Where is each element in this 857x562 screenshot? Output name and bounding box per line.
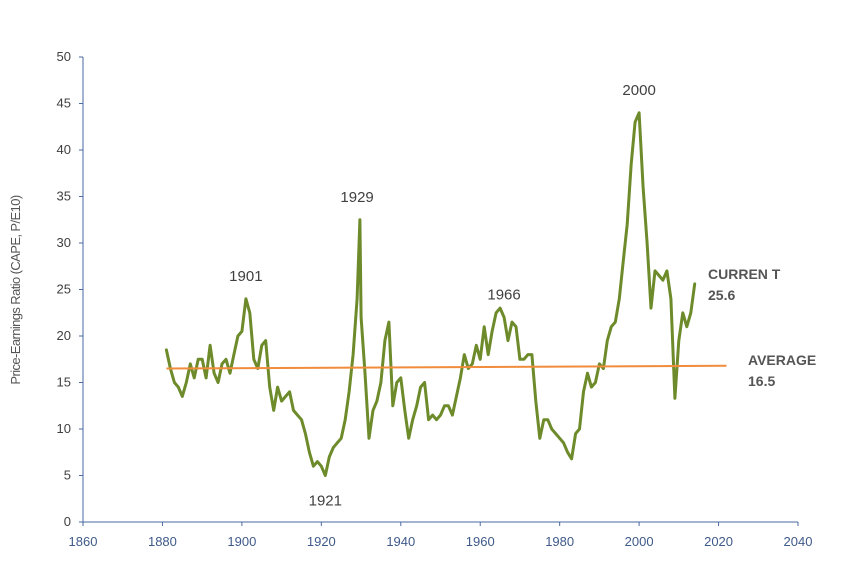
x-tick-label: 1940: [386, 534, 415, 549]
y-tick-label: 15: [57, 375, 71, 390]
annotation-1901: 1901: [229, 268, 262, 285]
y-tick-label: 25: [57, 282, 71, 297]
y-tick-label: 20: [57, 328, 71, 343]
y-tick-label: 50: [57, 49, 71, 64]
x-tick-label: 1960: [466, 534, 495, 549]
average-value: 16.5: [748, 373, 775, 389]
annotation-2000: 2000: [622, 82, 655, 99]
current-label: CURREN T: [708, 266, 781, 282]
y-axis-label: Price-Earnings Ratio (CAPE, P/E10): [8, 195, 23, 384]
annotation-1966: 1966: [487, 286, 520, 303]
x-tick-label: 1860: [69, 534, 98, 549]
y-tick-label: 0: [64, 514, 71, 529]
y-tick-label: 40: [57, 142, 71, 157]
y-ticks: 0 5 10 15 20 25 30 35 40 45 50: [57, 49, 83, 529]
y-tick-label: 35: [57, 189, 71, 204]
annotation-1921: 1921: [309, 493, 342, 510]
x-tick-label: 1900: [227, 534, 256, 549]
x-tick-label: 1980: [545, 534, 574, 549]
x-tick-label: 2000: [625, 534, 654, 549]
average-label: AVERAGE: [748, 352, 816, 368]
current-value: 25.6: [708, 287, 735, 303]
series-layer: [164, 111, 727, 477]
y-tick-label: 45: [57, 96, 71, 111]
y-tick-label: 30: [57, 235, 71, 250]
annotations: 1901 1921 1929 1966 2000: [229, 82, 656, 510]
axes: [82, 57, 798, 523]
annotation-1929: 1929: [340, 189, 373, 206]
y-tick-label: 5: [64, 468, 71, 483]
cape-series-line: [164, 111, 697, 477]
y-tick-label: 10: [57, 421, 71, 436]
callouts: CURREN T 25.6 AVERAGE 16.5: [708, 266, 816, 389]
x-tick-label: 1920: [307, 534, 336, 549]
x-tick-label: 2040: [784, 534, 813, 549]
x-ticks: 1860 1880 1900 1920 1940 1960 1980 2000 2020 2040: [69, 522, 813, 549]
x-tick-label: 1880: [148, 534, 177, 549]
average-line: [166, 364, 727, 370]
x-tick-label: 2020: [704, 534, 733, 549]
